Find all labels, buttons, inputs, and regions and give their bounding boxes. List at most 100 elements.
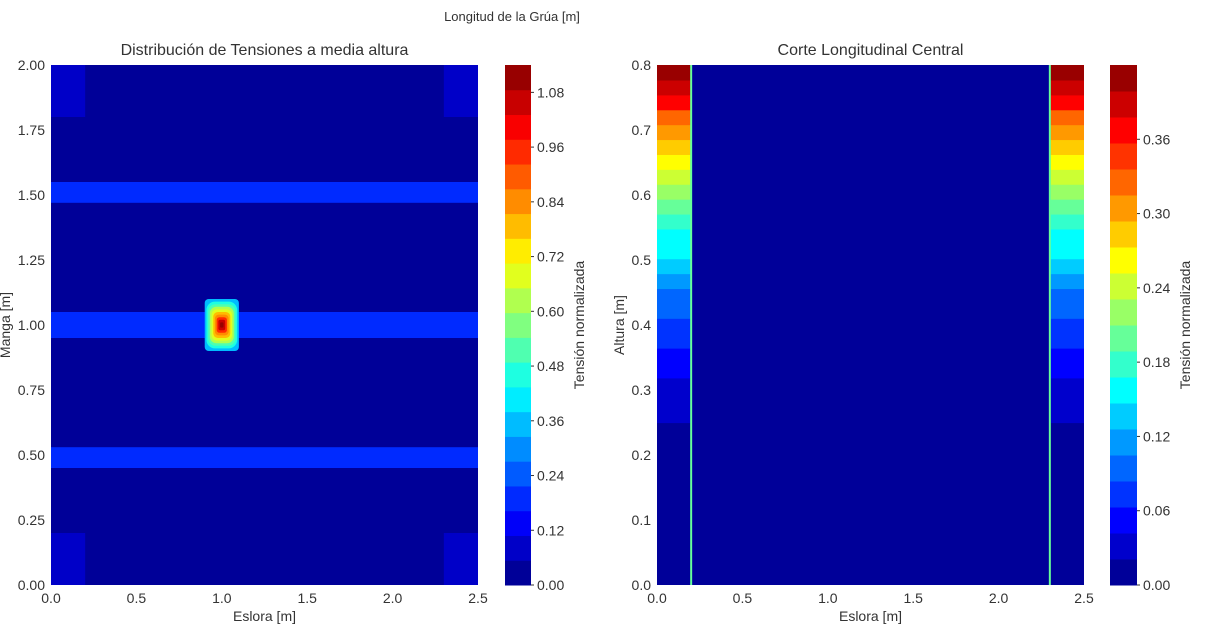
colorbar-level-6 [505, 411, 531, 437]
column-0-band-22 [657, 79, 692, 96]
hotspot-level-9 [220, 322, 224, 328]
column-0-band-20 [657, 109, 692, 126]
x-tick-label: 1.0 [818, 590, 838, 606]
column-0-band-17 [657, 154, 692, 170]
colorbar-tick-label: 0.48 [537, 358, 564, 374]
colorbar-level-3 [505, 485, 531, 512]
x-tick-label: 2.5 [468, 590, 488, 606]
y-tick-label: 1.50 [18, 187, 45, 203]
colorbar-level-16 [1110, 143, 1137, 170]
column-1-band-15 [1049, 184, 1084, 200]
x-tick-label: 2.5 [1074, 590, 1094, 606]
y-tick-label: 1.75 [18, 122, 45, 138]
x-tick-label: 0.0 [647, 590, 667, 606]
y-tick-label: 0.4 [632, 317, 652, 333]
chart-title: Corte Longitudinal Central [778, 42, 964, 59]
y-tick-label: 0.50 [18, 447, 45, 463]
heatmap-region-2 [51, 65, 86, 117]
colorbar-tick-label: 0.18 [1143, 354, 1170, 370]
heatmap-region-1 [443, 533, 478, 585]
column-0-band-4 [657, 348, 692, 364]
colorbar-level-16 [505, 164, 531, 190]
colorbar-tick-label: 0.60 [537, 303, 564, 319]
x-tick-label: 2.0 [989, 590, 1009, 606]
colorbar-level-20 [505, 65, 531, 91]
column-0-band-12 [657, 228, 692, 245]
column-1-band-7 [1049, 303, 1084, 319]
y-tick-label: 0.0 [632, 577, 652, 593]
y-tick-label: 0.1 [632, 512, 652, 528]
colorbar-level-3 [1110, 481, 1137, 508]
heatmap-plot-area [657, 65, 1084, 585]
colorbar-level-18 [505, 114, 531, 140]
column-1-band-3 [1049, 362, 1084, 379]
colorbar-tick-label: 0.06 [1143, 503, 1170, 519]
colorbar-level-4 [505, 461, 531, 487]
colorbar-tick-label: 0.96 [537, 139, 564, 155]
colorbar: 0.00 0.12 0.24 0.36 0.48 0.60 0.72 0.84 0.96 1.08… [505, 65, 587, 593]
column-0-band-21 [657, 94, 692, 111]
column-1-band-11 [1049, 243, 1084, 260]
column-0-band-23 [657, 65, 692, 81]
y-tick-label: 0.8 [632, 57, 652, 73]
column-1-band-10 [1049, 258, 1084, 275]
colorbar-label: Tensión normalizada [1177, 261, 1193, 390]
y-tick-label: 0.00 [18, 577, 45, 593]
column-1-band-21 [1049, 94, 1084, 111]
column-0-band-9 [657, 273, 692, 290]
colorbar-level-5 [1110, 429, 1137, 456]
column-1-band-17 [1049, 154, 1084, 170]
column-1-band-22 [1049, 79, 1084, 96]
y-tick-label: 0.6 [632, 187, 652, 203]
heatmap-region-3 [443, 65, 478, 117]
colorbar-level-1 [1110, 533, 1137, 560]
column-1-band-4 [1049, 348, 1084, 364]
colorbar-level-10 [1110, 299, 1137, 326]
heatmap-region-5 [51, 312, 478, 338]
column-0-band-1 [657, 392, 692, 409]
colorbar-label: Tensión normalizada [571, 261, 587, 390]
colorbar-level-12 [1110, 247, 1137, 274]
y-axis-label: Altura [m] [611, 295, 627, 355]
heatmap-background [657, 65, 1084, 585]
column-1-band-6 [1049, 318, 1084, 334]
colorbar-level-17 [1110, 117, 1137, 144]
column-1-band-23 [1049, 65, 1084, 81]
x-tick-label: 0.0 [41, 590, 61, 606]
heatmap-region-6 [51, 182, 478, 203]
colorbar-level-1 [505, 535, 531, 561]
colorbar-level-15 [1110, 169, 1137, 196]
colorbar-level-9 [1110, 325, 1137, 352]
y-tick-label: 0.75 [18, 382, 45, 398]
y-tick-label: 0.5 [632, 252, 652, 268]
colorbar: 0.00 0.06 0.12 0.18 0.24 0.30 0.36 Tensión norm… [1110, 65, 1193, 593]
y-tick-label: 0.3 [632, 382, 652, 398]
x-axis-label: Eslora [m] [839, 608, 902, 624]
column-1-band-2 [1049, 377, 1084, 394]
colorbar-tick-label: 0.36 [1143, 131, 1170, 147]
colorbar-tick-label: 0.00 [537, 577, 564, 593]
colorbar-level-7 [1110, 377, 1137, 404]
x-tick-label: 0.5 [733, 590, 753, 606]
column-1-band-9 [1049, 273, 1084, 290]
colorbar-tick-label: 0.72 [537, 249, 564, 265]
colorbar-tick-label: 0.00 [1143, 577, 1170, 593]
colorbar-level-18 [1110, 91, 1137, 118]
column-0-band-15 [657, 184, 692, 200]
heatmap-region-0 [51, 533, 86, 585]
colorbar-level-2 [505, 510, 531, 536]
column-0-band-11 [657, 243, 692, 260]
colorbar-level-11 [505, 287, 531, 314]
column-1-band-12 [1049, 228, 1084, 245]
column-0-band-16 [657, 169, 692, 185]
colorbar-level-19 [1110, 65, 1137, 92]
colorbar-level-11 [1110, 273, 1137, 300]
stress-distribution-panel: 0.0 0.5 1.0 1.5 2.0 2.5 0.00 0.25 0.50 0.75 1.00 1.… [0, 42, 587, 624]
column-0-band-0 [657, 407, 692, 424]
colorbar-level-14 [505, 213, 531, 239]
colorbar-level-14 [1110, 195, 1137, 222]
column-0-band-8 [657, 288, 692, 304]
heatmap-plot-area [51, 65, 478, 585]
x-tick-label: 1.5 [297, 590, 317, 606]
